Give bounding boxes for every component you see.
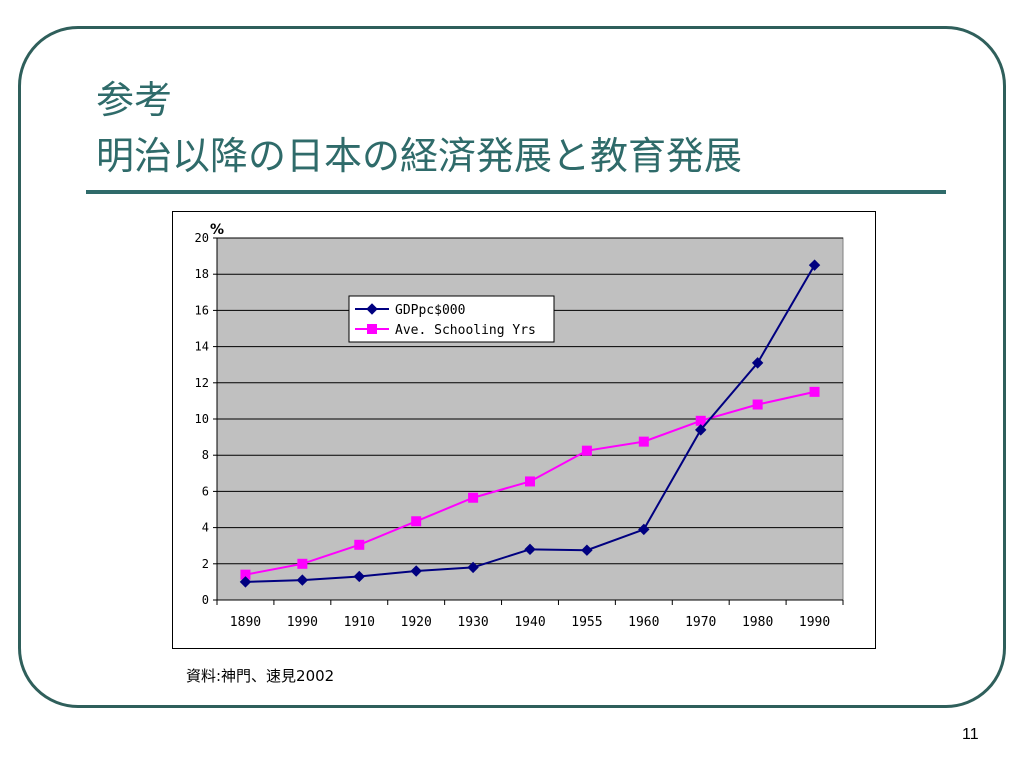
x-tick-label: 1955 bbox=[571, 615, 602, 630]
x-tick-label: 1970 bbox=[685, 615, 716, 630]
data-point bbox=[411, 516, 422, 527]
legend-label: GDPpc$000 bbox=[395, 303, 465, 318]
data-point bbox=[752, 399, 763, 410]
y-axis-label: % bbox=[210, 222, 224, 238]
y-tick-label: 0 bbox=[202, 593, 209, 607]
line-chart: 0 2 4 6 8 10 12 14 16 18 20 % 1890 1990 1910 1920 1930 19… bbox=[172, 211, 876, 649]
data-point bbox=[353, 570, 365, 583]
data-point bbox=[524, 543, 536, 556]
data-point bbox=[525, 476, 535, 487]
x-tick-label: 1990 bbox=[287, 615, 318, 630]
x-tick-label: 1920 bbox=[401, 615, 432, 630]
x-tick-label: 1890 bbox=[230, 615, 261, 630]
series-1 bbox=[240, 386, 820, 580]
y-tick-label: 12 bbox=[195, 376, 209, 390]
series-0 bbox=[239, 259, 821, 588]
slide-frame bbox=[18, 26, 1006, 708]
legend-marker bbox=[366, 303, 378, 315]
source-note: 資料:神門、速見2002 bbox=[186, 667, 335, 685]
data-point bbox=[808, 259, 821, 271]
y-tick-label: 20 bbox=[195, 231, 209, 245]
slide-title-line-1: 参考 bbox=[96, 78, 173, 122]
data-point bbox=[695, 424, 707, 436]
y-tick-label: 2 bbox=[202, 557, 209, 571]
data-point bbox=[354, 539, 365, 550]
x-tick-label: 1930 bbox=[457, 615, 488, 630]
data-point bbox=[410, 565, 422, 577]
x-tick-label: 1940 bbox=[514, 615, 545, 630]
data-point bbox=[695, 415, 706, 426]
y-tick-label: 10 bbox=[195, 412, 209, 426]
data-point bbox=[751, 357, 764, 369]
title-underline bbox=[86, 190, 946, 194]
legend-marker bbox=[367, 324, 377, 334]
page-number: 11 bbox=[962, 726, 979, 743]
x-tick-label: 1980 bbox=[742, 615, 773, 630]
y-tick-label: 4 bbox=[202, 521, 209, 535]
data-point bbox=[638, 523, 650, 536]
legend: GDPpc$000 Ave. Schooling Yrs bbox=[348, 295, 555, 343]
x-tick-label: 1960 bbox=[628, 615, 659, 630]
data-point bbox=[581, 544, 593, 556]
data-point bbox=[297, 558, 308, 569]
legend-item: Ave. Schooling Yrs bbox=[355, 323, 536, 338]
y-tick-label: 6 bbox=[202, 484, 209, 498]
legend-box bbox=[348, 295, 555, 343]
y-tick-label: 8 bbox=[202, 448, 209, 462]
data-point bbox=[239, 576, 252, 588]
y-tick-label: 14 bbox=[195, 340, 209, 354]
y-tick-label: 16 bbox=[195, 303, 209, 317]
data-point bbox=[809, 386, 820, 397]
x-tick-label: 1910 bbox=[344, 615, 375, 630]
x-tick-label: 1990 bbox=[799, 615, 830, 630]
data-point bbox=[581, 445, 592, 456]
legend-item: GDPpc$000 bbox=[355, 303, 465, 318]
data-point bbox=[638, 436, 649, 447]
legend-label: Ave. Schooling Yrs bbox=[395, 323, 536, 338]
y-tick-label: 18 bbox=[195, 267, 209, 281]
data-point bbox=[468, 492, 479, 503]
data-point bbox=[296, 574, 309, 586]
data-point bbox=[467, 561, 479, 574]
slide-title: 参考 明治以降の日本の経済発展と教育発展 bbox=[96, 72, 742, 184]
slide-title-line-2: 明治以降の日本の経済発展と教育発展 bbox=[96, 134, 743, 178]
